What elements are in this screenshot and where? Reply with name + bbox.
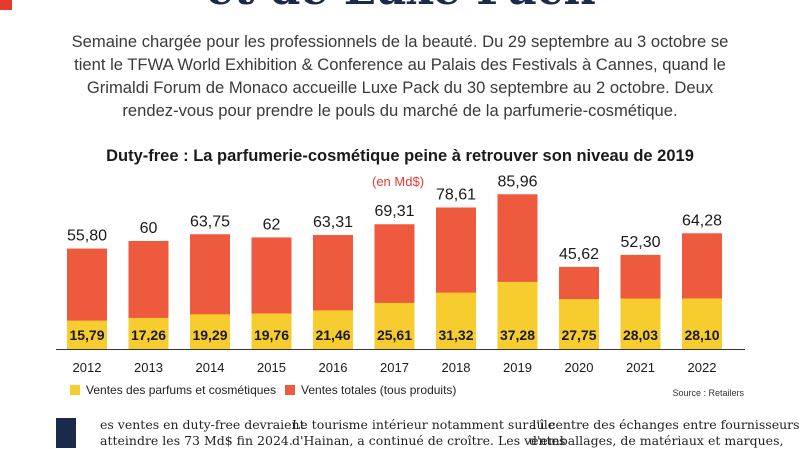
- legend-label-parfums: Ventes des parfums et cosmétiques: [86, 383, 277, 397]
- x-tick-2012: 2012: [73, 360, 102, 375]
- label-parfums-2021: 28,03: [623, 327, 658, 343]
- bar-parfums-2015: [251, 313, 292, 349]
- bar-parfums-2019: [497, 281, 538, 349]
- label-total-2017: 69,31: [374, 203, 414, 220]
- bar-parfums-2020: [559, 299, 599, 349]
- label-parfums-2012: 15,79: [69, 327, 104, 343]
- article-column-3: au centre des échanges entre fournisseur…: [529, 417, 800, 449]
- legend-label-totales: Ventes totales (tous produits): [301, 383, 457, 397]
- headline: et de Luxe Pack: [0, 0, 800, 15]
- bar-parfums-2012: [67, 320, 107, 349]
- x-tick-2014: 2014: [196, 360, 225, 375]
- chart-unit: (en Md$): [372, 174, 425, 189]
- bar-parfums-2014: [190, 314, 230, 349]
- label-parfums-2017: 25,61: [377, 327, 412, 343]
- section-marker: [0, 0, 12, 10]
- x-tick-2017: 2017: [380, 360, 409, 375]
- col3-line2: d'emballages, de matériaux et marques,: [529, 433, 784, 448]
- x-tick-2013: 2013: [134, 360, 163, 375]
- label-total-2021: 52,30: [620, 234, 660, 251]
- chart-source: Source : Retailers: [672, 388, 744, 398]
- label-parfums-2022: 28,10: [684, 327, 719, 343]
- article-column-1: es ventes en duty-free devraient atteind…: [100, 417, 305, 449]
- label-parfums-2013: 17,26: [131, 327, 166, 343]
- label-parfums-2015: 19,76: [254, 327, 289, 343]
- x-tick-2015: 2015: [257, 360, 286, 375]
- label-total-2020: 45,62: [559, 246, 599, 263]
- col2-line2: d'Hainan, a continué de croître. Les ven…: [292, 433, 566, 448]
- col1-line2: atteindre les 73 Md$ fin 2024.: [100, 433, 293, 448]
- label-total-2022: 64,28: [682, 212, 722, 229]
- label-parfums-2019: 37,28: [500, 327, 535, 343]
- intro-paragraph: Semaine chargée pour les professionnels …: [71, 32, 729, 120]
- label-total-2013: 60: [140, 220, 158, 237]
- drop-cap: [56, 418, 76, 448]
- x-tick-2021: 2021: [626, 360, 655, 375]
- label-parfums-2016: 21,46: [315, 327, 350, 343]
- chart-title: Duty-free : La parfumerie-cosmétique pei…: [106, 147, 694, 165]
- legend-item-totales: Ventes totales (tous produits): [285, 383, 456, 397]
- legend-swatch-parfums: [70, 385, 80, 395]
- legend-item-parfums: Ventes des parfums et cosmétiques: [70, 383, 276, 397]
- bar-parfums-2017: [374, 302, 415, 349]
- article-column-2: Le tourisme intérieur notamment sur l'îl…: [292, 417, 565, 449]
- col3-line1: au centre des échanges entre fournisseur…: [529, 417, 800, 432]
- label-total-2019: 85,96: [497, 173, 537, 190]
- label-total-2014: 63,75: [190, 213, 230, 230]
- bar-parfums-2013: [128, 317, 169, 349]
- label-parfums-2018: 31,32: [438, 327, 473, 343]
- x-tick-2020: 2020: [565, 360, 594, 375]
- x-tick-2022: 2022: [688, 360, 717, 375]
- label-total-2018: 78,61: [436, 187, 476, 204]
- label-parfums-2020: 27,75: [561, 327, 596, 343]
- label-total-2012: 55,80: [67, 228, 107, 245]
- x-tick-2018: 2018: [442, 360, 471, 375]
- x-tick-2019: 2019: [503, 360, 532, 375]
- legend-swatch-totales: [285, 385, 295, 395]
- label-total-2015: 62: [263, 216, 281, 233]
- bar-parfums-2022: [682, 298, 722, 349]
- bar-parfums-2016: [313, 310, 353, 349]
- label-parfums-2014: 19,29: [192, 327, 227, 343]
- bar-parfums-2021: [620, 298, 661, 349]
- col1-line1: es ventes en duty-free devraient: [100, 417, 305, 432]
- x-tick-2016: 2016: [319, 360, 348, 375]
- bar-parfums-2018: [436, 292, 476, 349]
- label-total-2016: 63,31: [313, 214, 353, 231]
- col2-line1: Le tourisme intérieur notamment sur l'îl…: [292, 417, 556, 432]
